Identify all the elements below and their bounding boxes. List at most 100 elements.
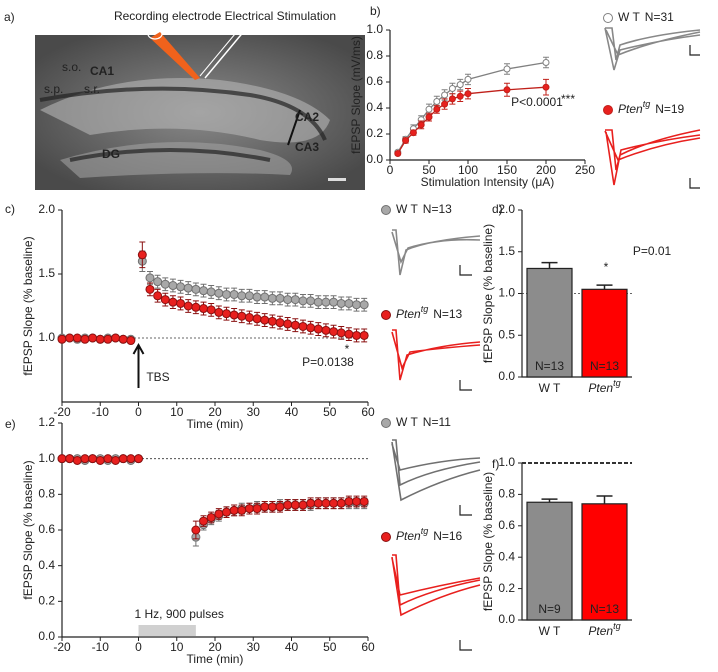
legend-marker — [603, 105, 613, 115]
marker — [417, 121, 425, 129]
marker — [134, 454, 143, 464]
micrograph — [35, 20, 365, 190]
y-tick-label: 0.6 — [498, 518, 515, 532]
marker — [244, 313, 254, 323]
x-tick-label: 20 — [208, 405, 222, 419]
marker — [145, 284, 155, 294]
marker — [425, 105, 433, 113]
bar — [526, 267, 573, 378]
y-tick-label: 2.0 — [498, 202, 515, 216]
legend-name: Pten — [618, 102, 643, 116]
marker — [168, 297, 178, 307]
region-label: DG — [102, 147, 120, 161]
marker — [290, 500, 300, 510]
marker — [65, 333, 75, 343]
marker — [65, 454, 75, 464]
marker — [329, 327, 339, 337]
legend-name: W T — [618, 10, 640, 24]
marker — [448, 95, 456, 103]
marker — [199, 286, 209, 296]
y-tick-label: 0.8 — [366, 48, 383, 62]
tbs-arrow — [132, 342, 145, 388]
marker — [72, 455, 82, 465]
panel-label: e) — [5, 417, 16, 431]
y-axis-label: fEPSP Slope (% baseline) — [481, 472, 495, 611]
marker — [283, 500, 293, 510]
annotation: *** — [561, 92, 575, 106]
x-tick-label: 0 — [387, 163, 394, 177]
marker — [344, 496, 354, 506]
y-tick-label: 1.0 — [498, 455, 515, 469]
marker — [153, 277, 163, 287]
category: Pten — [588, 624, 613, 638]
panel-label: b) — [370, 4, 381, 18]
category-sup: tg — [613, 378, 621, 388]
y-tick-label: 0.8 — [498, 487, 515, 501]
marker — [206, 287, 216, 297]
region-label: CA2 — [295, 110, 319, 124]
marker — [283, 319, 293, 329]
marker — [542, 59, 550, 66]
marker — [80, 454, 90, 464]
marker — [244, 291, 254, 301]
stim-label: 1 Hz, 900 pulses — [135, 607, 224, 621]
y-tick-label: 1.0 — [366, 22, 383, 36]
x-tick-label: -10 — [92, 405, 110, 419]
marker — [88, 333, 98, 343]
marker — [298, 321, 308, 331]
marker — [206, 513, 216, 523]
legend-label: Ptentg N=13 — [396, 304, 463, 321]
y-axis-label: fEPSP Slope (mV/ms) — [349, 36, 363, 154]
legend-n: N=13 — [433, 307, 462, 321]
marker — [275, 293, 285, 303]
y-tick-label: 0.2 — [366, 126, 383, 140]
x-tick-label: 10 — [170, 405, 184, 419]
marker — [88, 454, 98, 464]
marker — [229, 505, 239, 515]
region-label: s.p. — [44, 82, 63, 96]
marker — [199, 516, 209, 526]
annotation: * — [604, 260, 609, 274]
marker — [433, 105, 441, 113]
x-tick-label: 200 — [536, 163, 556, 177]
marker — [118, 454, 128, 464]
traces — [391, 27, 701, 651]
x-tick-label: 250 — [575, 163, 595, 177]
marker — [199, 304, 209, 314]
marker — [359, 300, 369, 310]
category-sup: tg — [613, 621, 621, 631]
legend-name: W T — [396, 415, 418, 429]
x-tick-label: Ptentg — [588, 621, 620, 638]
marker — [290, 295, 300, 305]
marker — [336, 328, 346, 338]
bar — [581, 503, 628, 621]
marker — [313, 324, 323, 334]
marker — [221, 289, 231, 299]
x-tick-label: 30 — [247, 405, 261, 419]
legend-marker — [381, 532, 391, 542]
y-tick-label: 0.8 — [38, 487, 55, 501]
y-tick-label: 0.0 — [366, 152, 383, 166]
y-axis-label: fEPSP Slope (% baseline) — [481, 224, 495, 363]
category: W T — [539, 381, 561, 395]
legend-name: W T — [396, 202, 418, 216]
y-tick-label: 0.6 — [366, 74, 383, 88]
y-tick-label: 1.0 — [38, 451, 55, 465]
marker — [183, 283, 193, 293]
marker — [145, 273, 155, 283]
legend-n: N=13 — [423, 202, 452, 216]
legend-marker — [381, 418, 391, 428]
y-tick-label: 1.5 — [38, 266, 55, 280]
region-label: CA3 — [295, 140, 319, 154]
marker — [118, 334, 128, 344]
legend-label: W T N=13 — [396, 202, 452, 216]
n-label: N=13 — [535, 359, 564, 373]
marker — [214, 307, 224, 317]
marker — [542, 83, 550, 91]
y-tick-label: 1.0 — [38, 330, 55, 344]
marker — [456, 92, 464, 100]
marker — [275, 502, 285, 512]
annotation: * — [345, 342, 350, 356]
y-tick-label: 0.4 — [498, 549, 515, 563]
y-tick-label: 2.0 — [38, 202, 55, 216]
